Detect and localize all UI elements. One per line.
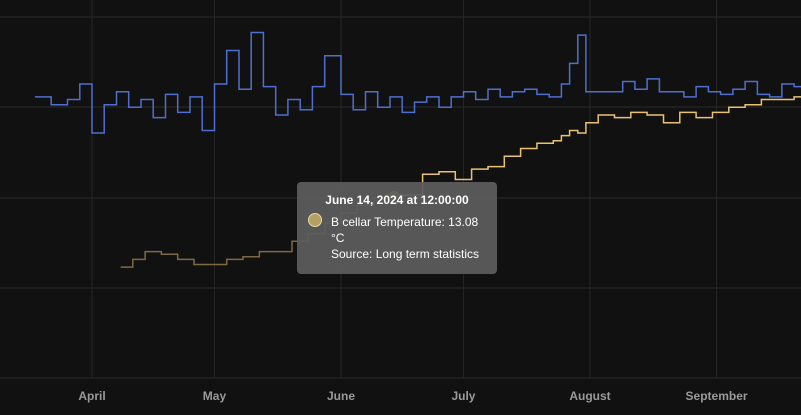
x-axis-ticks: April May June July August September bbox=[78, 389, 748, 403]
tooltip-title: June 14, 2024 at 12:00:00 bbox=[325, 193, 469, 207]
series-line-blue[interactable] bbox=[34, 31, 801, 134]
tooltip-series-marker-icon bbox=[308, 213, 322, 227]
tooltip-body: B cellar Temperature: 13.08 °C Source: L… bbox=[331, 214, 491, 262]
x-tick-label: September bbox=[686, 389, 748, 403]
tooltip-unit-line: °C bbox=[331, 231, 345, 245]
tooltip-value-line: B cellar Temperature: 13.08 bbox=[331, 215, 479, 229]
series-line-temperature[interactable] bbox=[394, 96, 801, 197]
x-tick-label: June bbox=[327, 389, 355, 403]
x-tick-label: August bbox=[569, 389, 610, 403]
x-tick-label: May bbox=[203, 389, 227, 403]
x-tick-label: April bbox=[78, 389, 105, 403]
x-tick-label: July bbox=[451, 389, 475, 403]
tooltip-source-line: Source: Long term statistics bbox=[331, 247, 480, 261]
tooltip: June 14, 2024 at 12:00:00 B cellar Tempe… bbox=[297, 182, 497, 274]
